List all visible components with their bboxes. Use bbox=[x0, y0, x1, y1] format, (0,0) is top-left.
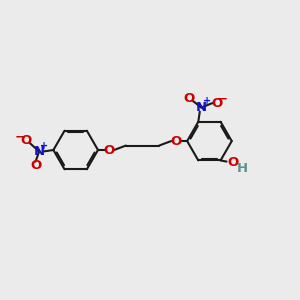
Text: O: O bbox=[183, 92, 194, 104]
Text: +: + bbox=[40, 141, 49, 151]
Text: −: − bbox=[15, 130, 26, 143]
Text: O: O bbox=[30, 159, 41, 172]
Text: −: − bbox=[217, 93, 228, 106]
Text: N: N bbox=[34, 145, 45, 158]
Text: O: O bbox=[211, 97, 222, 110]
Text: O: O bbox=[20, 134, 32, 147]
Text: H: H bbox=[237, 162, 248, 175]
Text: +: + bbox=[203, 96, 211, 106]
Text: O: O bbox=[104, 143, 115, 157]
Text: N: N bbox=[196, 101, 207, 114]
Text: O: O bbox=[170, 135, 182, 148]
Text: O: O bbox=[227, 156, 239, 169]
